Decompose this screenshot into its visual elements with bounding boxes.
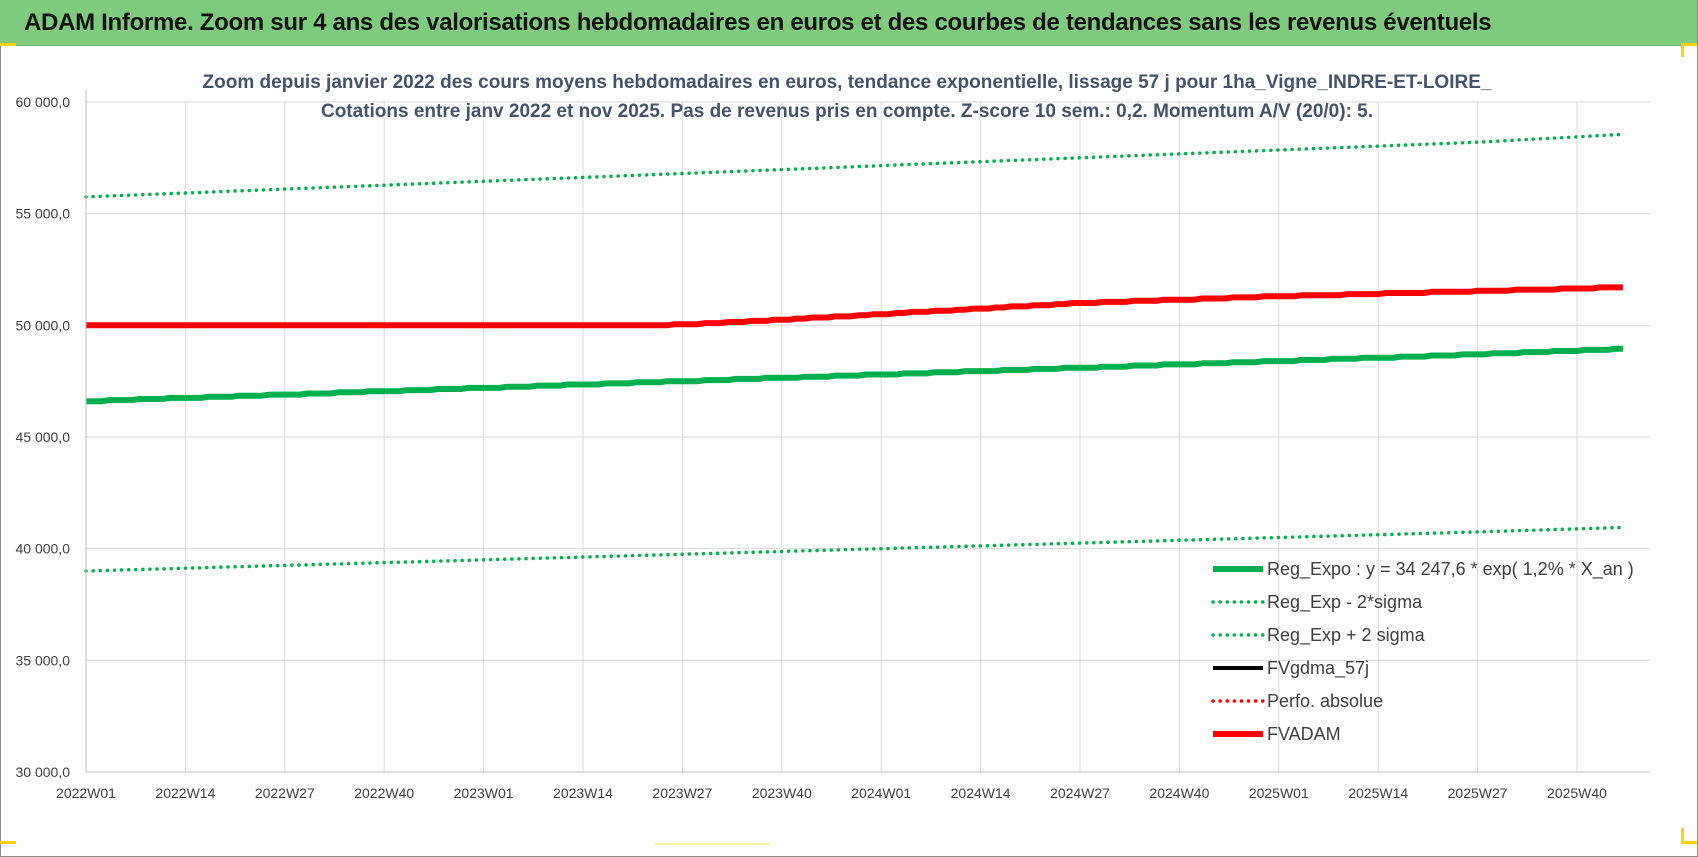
x-tick-label: 2024W01 bbox=[851, 785, 911, 801]
series-dotted-1 bbox=[84, 525, 1625, 573]
x-tick-label: 2023W27 bbox=[652, 785, 712, 801]
banner: ADAM Informe. Zoom sur 4 ans des valoris… bbox=[0, 0, 1697, 46]
legend-label: Reg_Exp + 2 sigma bbox=[1267, 625, 1426, 646]
chart: 30 000,0 35 000,0 40 000,0 45 000,0 50 000,0… bbox=[16, 72, 1650, 801]
x-tick-label: 2022W01 bbox=[56, 785, 116, 801]
x-tick-label: 2024W27 bbox=[1050, 785, 1110, 801]
corner-mark-top-left bbox=[0, 43, 16, 46]
banner-title: ADAM Informe. Zoom sur 4 ans des valoris… bbox=[24, 9, 1492, 36]
series-layer bbox=[84, 132, 1625, 573]
chart-title-line2: Cotations entre janv 2022 et nov 2025. P… bbox=[321, 101, 1373, 122]
legend-label: Reg_Expo : y = 34 247,6 * exp( 1,2% * X_… bbox=[1267, 559, 1634, 580]
corner-mark-bottom-right-v bbox=[1681, 828, 1684, 844]
scroll-indicator bbox=[655, 843, 770, 845]
y-tick-label: 45 000,0 bbox=[16, 429, 71, 445]
grid-layer bbox=[86, 101, 1650, 772]
x-tick-label: 2022W14 bbox=[155, 785, 215, 801]
series-line-0 bbox=[86, 345, 1623, 405]
corner-mark-bottom-left bbox=[0, 841, 16, 844]
y-tick-label: 55 000,0 bbox=[16, 206, 71, 222]
corner-mark-bottom-right bbox=[1681, 841, 1697, 844]
legend-label: FVADAM bbox=[1267, 724, 1341, 744]
x-tick-label: 2024W40 bbox=[1149, 785, 1209, 801]
x-tick-label: 2024W14 bbox=[951, 785, 1011, 801]
axis-layer: 30 000,0 35 000,0 40 000,0 45 000,0 50 000,0… bbox=[16, 90, 1650, 801]
x-tick-label: 2025W01 bbox=[1249, 785, 1309, 801]
y-tick-label: 35 000,0 bbox=[16, 652, 71, 668]
y-tick-label: 40 000,0 bbox=[16, 541, 71, 557]
x-tick-label: 2025W27 bbox=[1448, 785, 1508, 801]
y-tick-label: 30 000,0 bbox=[16, 764, 71, 780]
legend-label: Perfo. absolue bbox=[1267, 691, 1383, 711]
corner-mark-top-right bbox=[1681, 43, 1697, 46]
x-tick-label: 2025W14 bbox=[1348, 785, 1408, 801]
y-tick-label: 60 000,0 bbox=[16, 94, 71, 110]
x-tick-label: 2025W40 bbox=[1547, 785, 1607, 801]
legend-label: FVgdma_57j bbox=[1267, 658, 1369, 679]
series-line-5 bbox=[86, 284, 1623, 329]
x-tick-label: 2023W40 bbox=[752, 785, 812, 801]
corner-mark-top-right-v bbox=[1681, 43, 1684, 57]
x-tick-label: 2023W01 bbox=[454, 785, 514, 801]
x-tick-label: 2022W27 bbox=[255, 785, 315, 801]
legend: Reg_Expo : y = 34 247,6 * exp( 1,2% * X_… bbox=[1211, 559, 1634, 744]
x-tick-label: 2022W40 bbox=[354, 785, 414, 801]
series-dotted-2 bbox=[84, 132, 1625, 199]
x-tick-label: 2023W14 bbox=[553, 785, 613, 801]
chart-title-line1: Zoom depuis janvier 2022 des cours moyen… bbox=[203, 72, 1492, 93]
legend-label: Reg_Exp - 2*sigma bbox=[1267, 592, 1423, 613]
y-tick-label: 50 000,0 bbox=[16, 317, 71, 333]
